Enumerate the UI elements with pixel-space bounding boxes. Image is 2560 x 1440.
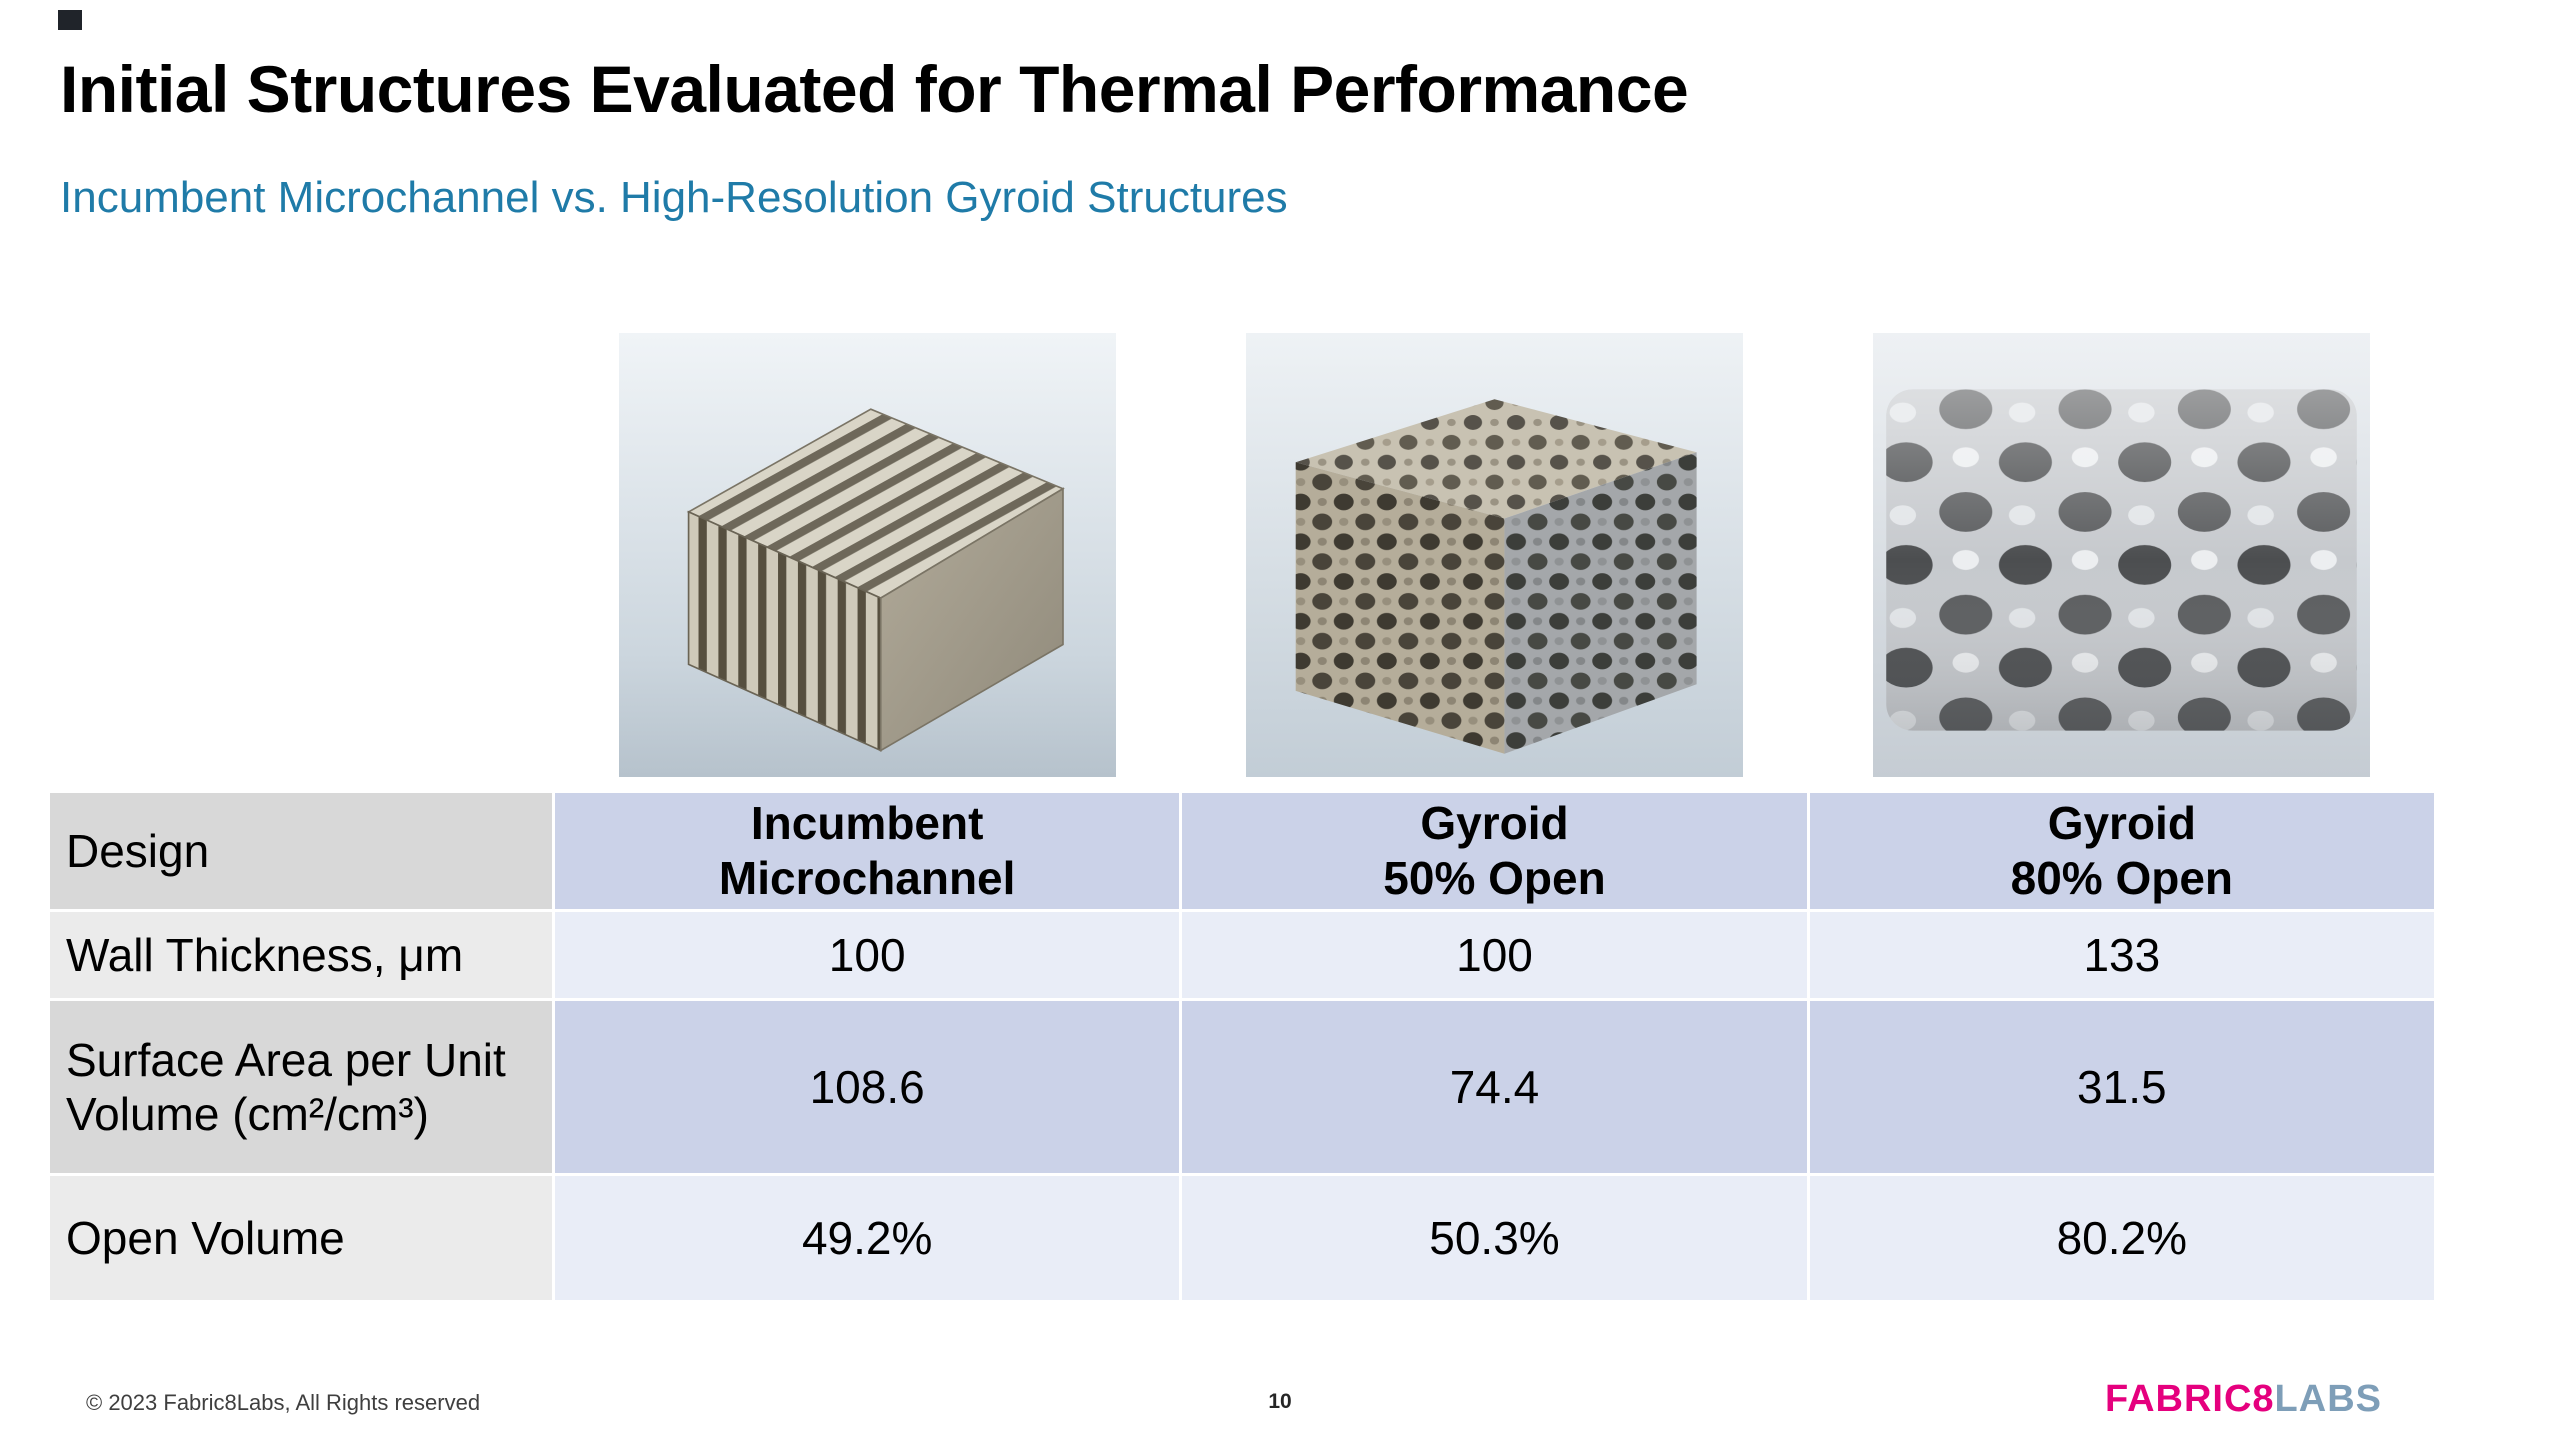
slide-corner-mark <box>58 10 82 30</box>
column-header-line1: Gyroid <box>1420 796 1569 849</box>
table-cell: 31.5 <box>1809 1001 2434 1173</box>
fabric8labs-logo: FABRIC8LABS <box>2105 1378 2382 1421</box>
table-cell: 74.4 <box>1182 1001 1807 1173</box>
renders-row-spacer <box>50 333 552 777</box>
column-header-incumbent-microchannel: Incumbent Microchannel <box>555 793 1180 909</box>
structure-renders-row <box>50 333 2434 777</box>
column-header-line2: 50% Open <box>1383 852 1606 904</box>
table-cell: 50.3% <box>1182 1176 1807 1300</box>
microchannel-render-image <box>618 333 1116 777</box>
gyroid-50-svg <box>1245 333 1743 777</box>
slide-subtitle: Incumbent Microchannel vs. High-Resoluti… <box>60 173 1288 222</box>
gyroid-80-svg <box>1873 333 2371 777</box>
row-label-open-volume: Open Volume <box>50 1176 552 1300</box>
page-number: 10 <box>1268 1390 1292 1413</box>
column-header-line1: Gyroid <box>2047 796 2196 849</box>
table-cell: 133 <box>1809 912 2434 998</box>
microchannel-svg <box>618 333 1116 777</box>
gyroid-80-render-image <box>1873 333 2371 777</box>
gyroid-50-render-cell <box>1182 333 1806 777</box>
row-label-wall-thickness: Wall Thickness, μm <box>50 912 552 998</box>
column-header-gyroid-80: Gyroid 80% Open <box>1809 793 2434 909</box>
table-cell: 100 <box>1182 912 1807 998</box>
column-header-gyroid-50: Gyroid 50% Open <box>1182 793 1807 909</box>
comparison-table: Design Incumbent Microchannel Gyroid 50%… <box>50 793 2434 1300</box>
logo-part-fabric8: FABRIC8 <box>2104 1378 2275 1420</box>
copyright-notice: © 2023 Fabric8Labs, All Rights reserved <box>86 1390 481 1415</box>
row-label-surface-area: Surface Area per Unit Volume (cm²/cm³) <box>50 1001 552 1173</box>
column-header-line2: 80% Open <box>2010 852 2234 904</box>
gyroid-50-render-image <box>1245 333 1743 777</box>
table-cell: 108.6 <box>555 1001 1180 1173</box>
table-cell: 49.2% <box>555 1176 1180 1300</box>
table-cell: 80.2% <box>1809 1176 2434 1300</box>
table-corner-design-label: Design <box>50 793 552 909</box>
logo-part-labs: LABS <box>2274 1378 2382 1420</box>
slide-title: Initial Structures Evaluated for Thermal… <box>60 52 1689 126</box>
gyroid-80-render-cell <box>1810 333 2434 777</box>
column-header-line1: Incumbent <box>750 796 984 849</box>
microchannel-render-cell <box>555 333 1179 777</box>
column-header-line2: Microchannel <box>718 852 1016 904</box>
table-cell: 100 <box>555 912 1180 998</box>
